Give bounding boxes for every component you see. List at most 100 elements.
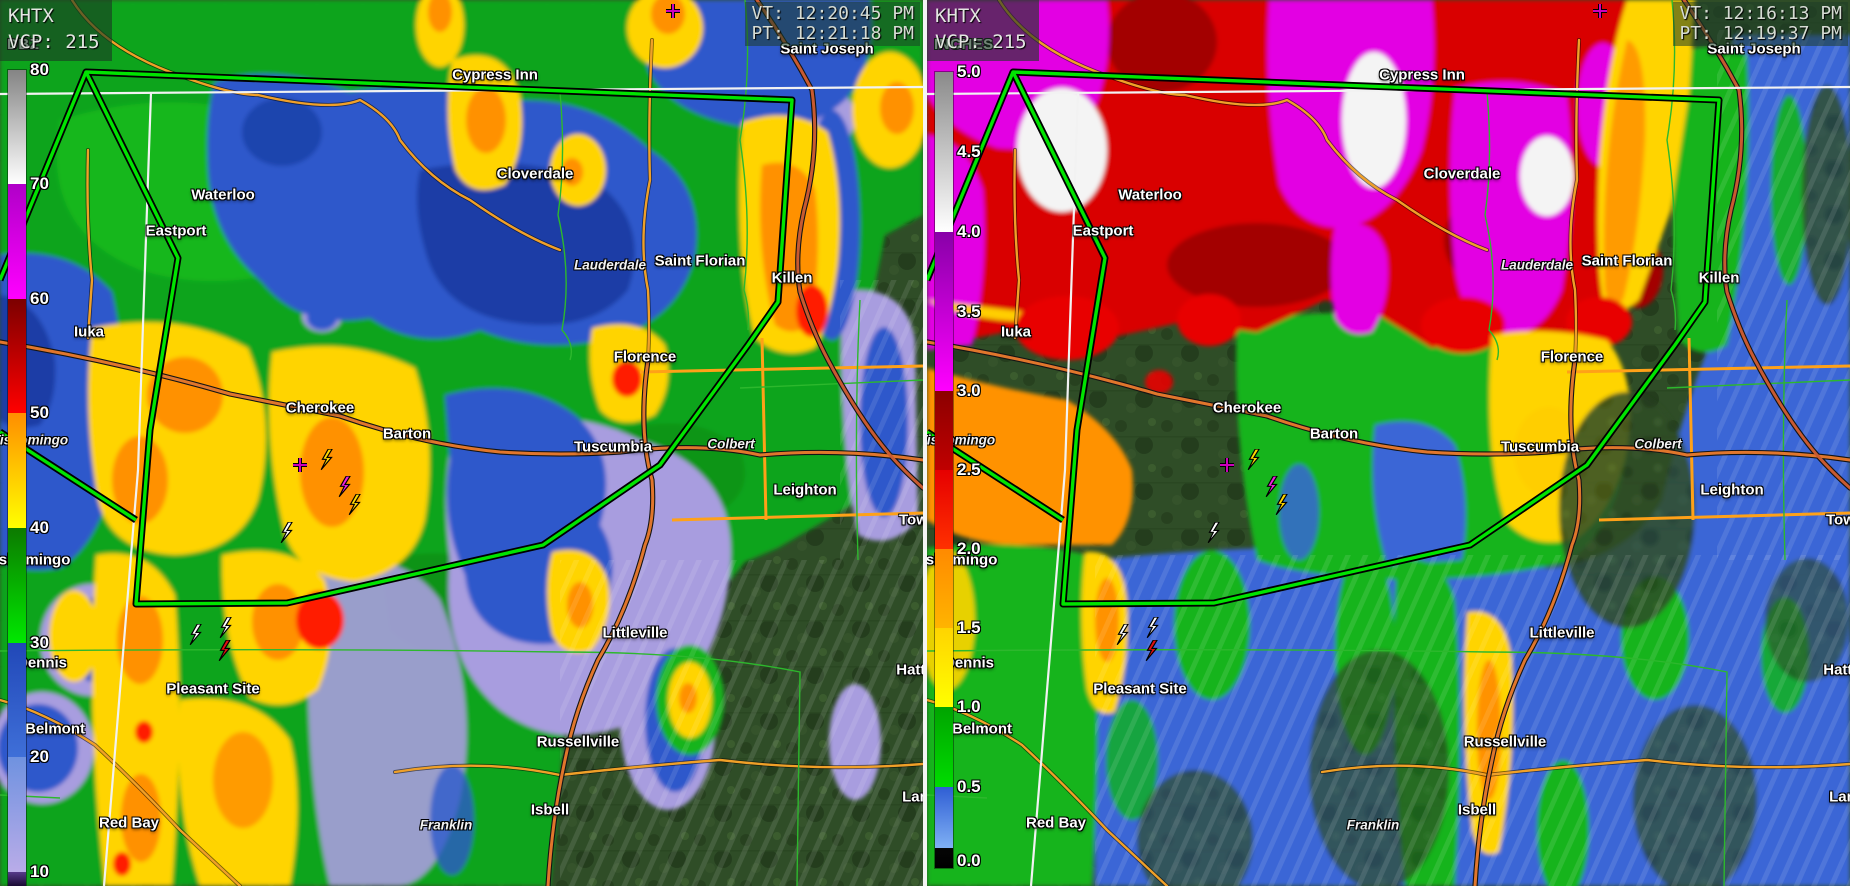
color-scale-segment: [8, 872, 26, 886]
city-label: Town: [898, 511, 923, 529]
city-label: Saint Florian: [654, 252, 746, 270]
station-id: KHTX: [935, 5, 981, 27]
city-label: Belmont: [952, 720, 1012, 738]
city-label: Littleville: [1529, 624, 1595, 642]
color-scale-segment: [8, 413, 26, 528]
lightning-icon: [348, 494, 361, 516]
city-label: Florence: [1540, 348, 1604, 366]
color-scale-segment: [935, 232, 953, 391]
city-label: Killen: [771, 269, 813, 287]
color-scale-segment: [935, 707, 953, 787]
city-label: Barton: [1309, 425, 1359, 443]
city-label: Killen: [1698, 269, 1740, 287]
city-label: Russellville: [1463, 733, 1547, 751]
city-label: Cypress Inn: [1379, 66, 1465, 84]
scale-tick-label: 2.5: [957, 460, 981, 479]
city-label: Tuscumbia: [573, 438, 653, 456]
lightning-icon: [320, 449, 333, 471]
city-label: Barton: [382, 425, 432, 443]
vcp-mode: VCP: 215: [935, 31, 1027, 53]
scale-tick-label: 3.0: [957, 381, 981, 400]
scale-tick-label: 70: [30, 174, 49, 193]
storm-track-marker: [293, 458, 307, 472]
timestamps-right: VT: 12:16:13 PM PT: 12:19:37 PM: [1673, 2, 1848, 46]
color-scale-segment: [935, 628, 953, 707]
lightning-icon: [1145, 640, 1158, 662]
city-label: Cherokee: [1212, 399, 1282, 417]
lightning-icon: [1275, 494, 1288, 516]
scale-tick-label: 1.5: [957, 618, 981, 637]
city-label: Cherokee: [285, 399, 355, 417]
color-scale-segment: [935, 549, 953, 628]
lightning-icon: [338, 476, 351, 498]
color-scale-segment: [8, 299, 26, 413]
city-label: Iuka: [1000, 323, 1032, 341]
station-id: KHTX: [8, 5, 54, 27]
city-label: Pleasant Site: [1093, 680, 1187, 698]
scale-tick-label: 50: [30, 403, 49, 422]
scale-tick-label: 80: [30, 60, 49, 79]
color-scale-segment: [8, 70, 26, 184]
scale-tick-label: 2.0: [957, 539, 981, 558]
timestamps-left: VT: 12:20:45 PM PT: 12:21:18 PM: [745, 2, 920, 46]
city-label: Saint Florian: [1581, 252, 1673, 270]
color-scale-bar: [934, 71, 954, 869]
valid-time: VT: 12:20:45 PM: [751, 3, 914, 24]
lightning-icon: [219, 617, 232, 639]
panel-precipitation[interactable]: INCHES5.04.54.03.53.02.52.01.51.00.50.0C…: [927, 0, 1850, 886]
valid-time: VT: 12:16:13 PM: [1679, 3, 1842, 24]
storm-track-marker: [1593, 4, 1607, 18]
color-scale-segment: [935, 391, 953, 470]
scale-tick-label: 30: [30, 633, 49, 652]
city-label: Land: [1829, 788, 1850, 806]
color-scale-bar: [7, 69, 27, 886]
color-scale-segment: [935, 470, 953, 549]
city-label: Dennis: [16, 654, 68, 672]
scale-tick-label: 1.0: [957, 697, 981, 716]
lightning-icon: [1247, 449, 1260, 471]
city-label: Tuscumbia: [1500, 438, 1580, 456]
city-label: Cloverdale: [1423, 165, 1501, 183]
color-scale-segment: [8, 184, 26, 299]
city-label: Waterloo: [191, 186, 255, 204]
lightning-icon: [1207, 522, 1220, 544]
scale-tick-label: 10: [30, 862, 49, 881]
city-label: Eastport: [145, 222, 207, 240]
city-label: Russellville: [536, 733, 620, 751]
scale-tick-label: 0.0: [957, 851, 981, 870]
county-label: Lauderdale: [1500, 257, 1574, 273]
lightning-icon: [218, 640, 231, 662]
city-label: Cypress Inn: [452, 66, 538, 84]
city-label: Hatton: [1823, 661, 1850, 679]
storm-track-marker: [1220, 458, 1234, 472]
radar-image-precipitation: [927, 0, 1850, 886]
lightning-icon: [1146, 617, 1159, 639]
city-label: Isbell: [530, 801, 570, 819]
lightning-icon: [1116, 624, 1129, 646]
color-scale-segment: [935, 848, 953, 868]
scale-tick-label: 5.0: [957, 62, 981, 81]
color-scale-segment: [935, 72, 953, 232]
city-label: Leighton: [773, 481, 837, 499]
color-scale-segment: [8, 528, 26, 643]
lightning-icon: [189, 624, 202, 646]
scale-tick-label: 4.5: [957, 142, 981, 161]
city-label: Belmont: [25, 720, 85, 738]
radar-header-left: KHTX VCP: 215: [0, 0, 112, 61]
lightning-icon: [1265, 476, 1278, 498]
city-label: Littleville: [602, 624, 668, 642]
panel-divider: [923, 0, 927, 886]
county-label: Colbert: [1634, 436, 1682, 452]
county-label: Franklin: [419, 817, 473, 833]
product-time: PT: 12:19:37 PM: [1679, 23, 1842, 44]
county-label: Lauderdale: [573, 257, 647, 273]
city-label: Cloverdale: [496, 165, 574, 183]
radar-header-right: KHTX VCP: 215: [927, 0, 1039, 61]
scale-tick-label: 3.5: [957, 302, 981, 321]
scale-tick-label: 0.5: [957, 777, 981, 796]
city-label: Leighton: [1700, 481, 1764, 499]
city-label: Waterloo: [1118, 186, 1182, 204]
color-scale-segment: [935, 787, 953, 848]
